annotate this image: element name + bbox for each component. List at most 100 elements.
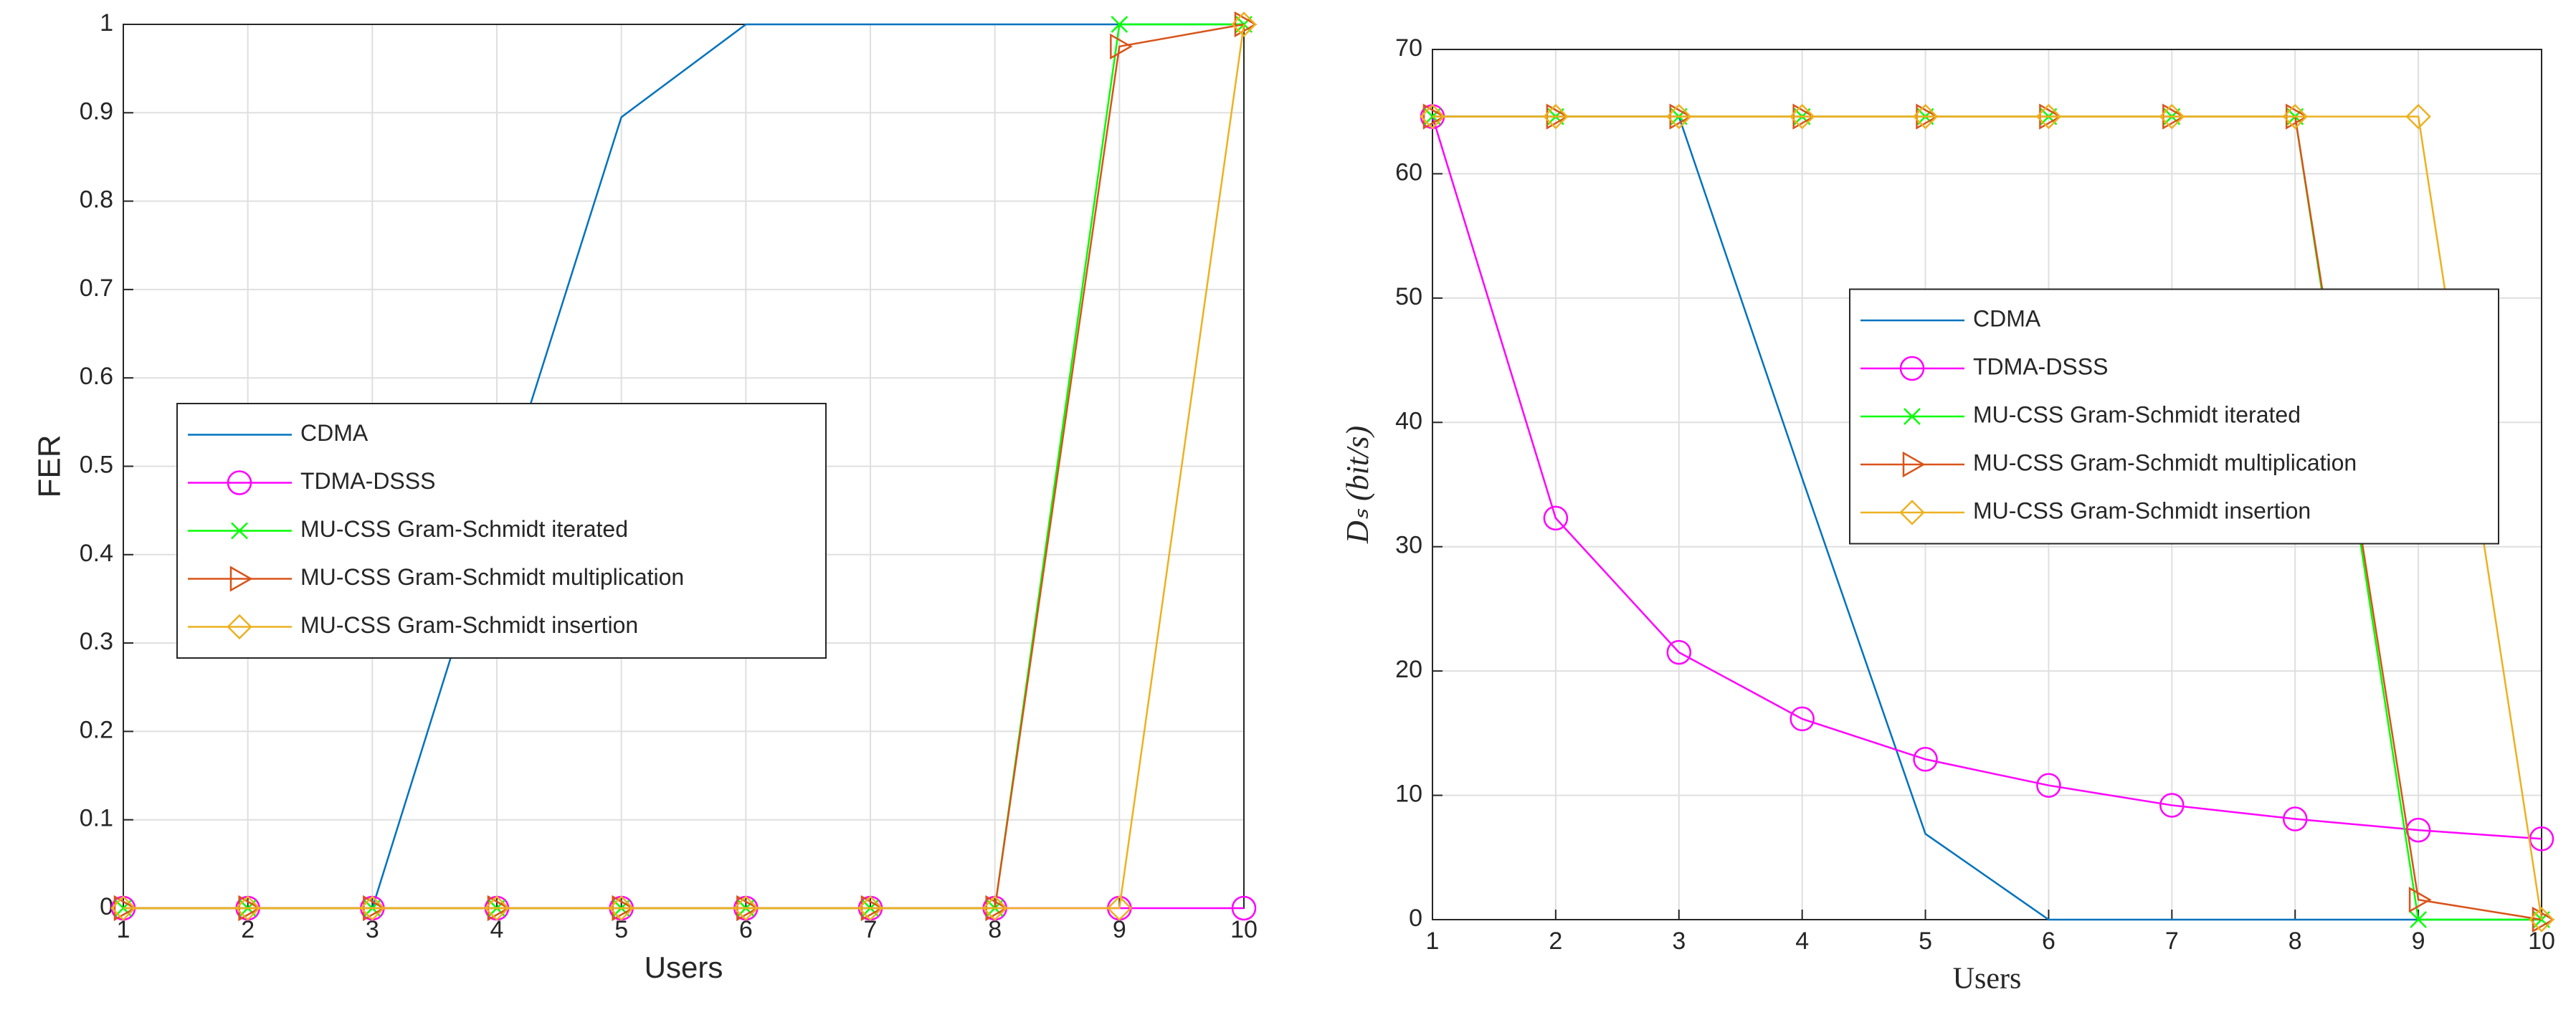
marker: [484, 895, 510, 921]
marker: [113, 895, 137, 922]
legend-marker: [1902, 451, 1926, 478]
x-tick-label: 9: [2412, 928, 2425, 955]
x-tick-label: 2: [1549, 928, 1562, 955]
marker: [1543, 505, 1569, 531]
marker: [1231, 895, 1257, 921]
marker: [2410, 911, 2427, 928]
y-axis-label: FER: [32, 435, 67, 498]
marker: [1543, 103, 1569, 130]
legend-marker: [1899, 500, 1925, 525]
marker: [234, 895, 261, 921]
x-tick-label: 5: [614, 916, 628, 943]
legend-label: TDMA-DSSS: [300, 468, 435, 494]
marker: [359, 895, 386, 921]
marker: [608, 895, 635, 921]
marker: [1666, 103, 1692, 130]
legend-label: MU-CSS Gram-Schmidt insertion: [300, 612, 638, 638]
x-tick-label: 10: [1230, 916, 1258, 943]
legend-marker: [1899, 356, 1925, 381]
y-tick-label: 40: [1395, 407, 1422, 434]
legend-label: CDMA: [1973, 305, 2041, 331]
marker: [1110, 33, 1133, 59]
marker: [2282, 103, 2308, 130]
y-tick-label: 30: [1395, 532, 1422, 559]
marker: [2159, 793, 2185, 818]
y-tick-label: 0.3: [80, 628, 113, 655]
marker: [2408, 887, 2432, 913]
marker: [2529, 907, 2554, 933]
marker: [1789, 103, 1815, 130]
legend-label: CDMA: [300, 420, 369, 446]
marker: [1111, 16, 1128, 33]
marker: [1422, 103, 1446, 130]
y-axis-label: Dₛ (bit/s): [1340, 426, 1375, 544]
y-tick-label: 60: [1395, 158, 1422, 186]
y-tick-label: 0.2: [80, 716, 113, 743]
marker: [982, 895, 1008, 921]
marker: [2532, 906, 2555, 933]
marker: [857, 895, 883, 921]
x-tick-label: 5: [1919, 928, 1932, 955]
y-tick-label: 0.5: [80, 451, 113, 478]
marker: [2159, 103, 2185, 130]
legend-label: MU-CSS Gram-Schmidt multiplication: [1973, 449, 2357, 475]
marker: [1420, 103, 1445, 130]
legend-label: MU-CSS Gram-Schmidt multiplication: [300, 564, 684, 590]
y-tick-label: 70: [1395, 34, 1422, 62]
x-tick-label: 6: [739, 916, 753, 943]
legend-marker: [227, 470, 252, 495]
x-tick-label: 1: [1426, 928, 1440, 955]
y-tick-label: 10: [1395, 781, 1422, 808]
marker: [110, 895, 136, 921]
x-tick-label: 3: [366, 916, 379, 943]
marker: [1790, 706, 1815, 732]
legend-marker: [227, 614, 252, 640]
marker: [2405, 103, 2431, 130]
y-tick-label: 0.7: [80, 275, 113, 302]
series-line: [123, 24, 1245, 910]
marker: [1234, 11, 1258, 38]
x-tick-label: 4: [490, 916, 504, 943]
x-tick-label: 8: [2289, 928, 2302, 955]
axes-box: [1432, 49, 2542, 920]
marker: [2035, 103, 2062, 130]
marker: [2529, 826, 2554, 852]
x-tick-label: 9: [1113, 916, 1126, 943]
series-line: [1432, 115, 2543, 920]
x-tick-label: 6: [2042, 928, 2055, 955]
legend-marker: [1904, 408, 1921, 425]
y-tick-label: 0.4: [80, 540, 113, 567]
marker: [1666, 639, 1692, 665]
marker: [1913, 747, 1938, 772]
y-tick-label: 0.6: [80, 363, 113, 390]
y-tick-label: 0.9: [80, 97, 113, 125]
y-tick-label: 0.1: [80, 805, 113, 832]
x-tick-label: 7: [2165, 928, 2179, 955]
legend-marker: [229, 566, 253, 592]
y-tick-label: 0: [100, 893, 113, 920]
y-tick-label: 20: [1395, 656, 1422, 683]
x-tick-label: 7: [864, 916, 878, 943]
y-tick-label: 0: [1409, 905, 1422, 932]
marker: [733, 895, 759, 921]
x-tick-label: 1: [117, 916, 130, 943]
legend-label: MU-CSS Gram-Schmidt insertion: [1973, 497, 2311, 523]
marker: [1231, 11, 1257, 37]
x-tick-label: 3: [1672, 928, 1686, 955]
legend-marker: [231, 522, 248, 540]
y-tick-label: 1: [100, 9, 113, 37]
marker: [1912, 103, 1939, 130]
legend-label: MU-CSS Gram-Schmidt iterated: [1973, 401, 2301, 427]
legend: CDMA TDMA-DSSS MU-CSS Gram-Schmidt iterate…: [176, 403, 827, 659]
legend: CDMA TDMA-DSSS MU-CSS Gram-Schmidt iterate…: [1849, 288, 2499, 545]
y-tick-label: 50: [1395, 283, 1422, 310]
x-tick-label: 8: [988, 916, 1002, 943]
series-line: [1431, 116, 2542, 840]
x-tick-label: 4: [1795, 928, 1809, 955]
marker: [2282, 806, 2308, 831]
legend-label: MU-CSS Gram-Schmidt iterated: [300, 516, 628, 542]
marker: [1106, 895, 1133, 921]
x-tick-label: 2: [241, 916, 255, 943]
x-axis-label: Users: [1953, 963, 2022, 996]
legend-label: TDMA-DSSS: [1973, 353, 2108, 379]
